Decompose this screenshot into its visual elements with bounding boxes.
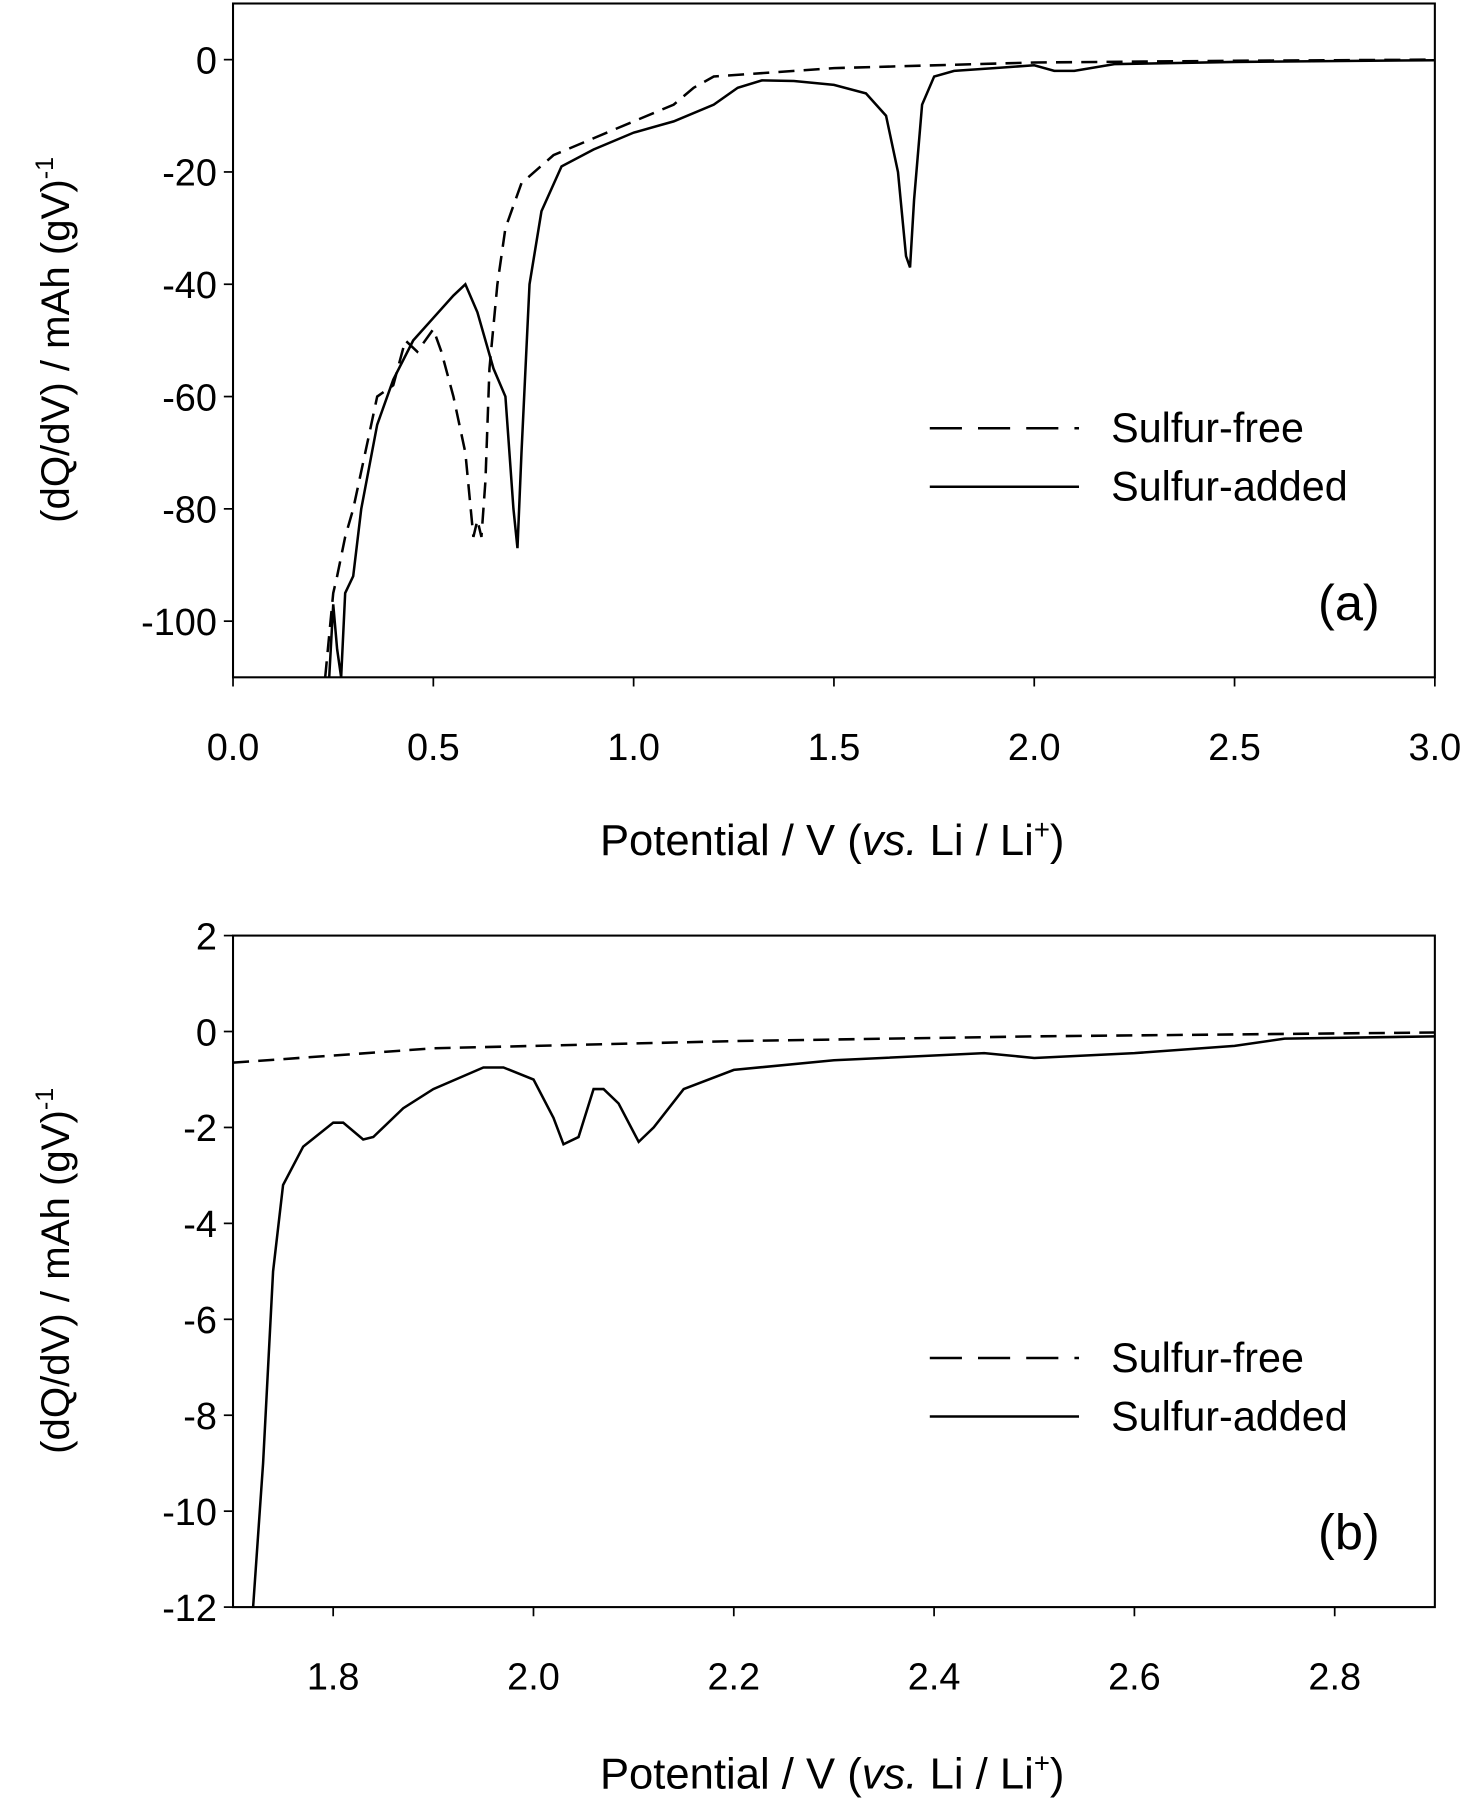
x-tick-label: 1.0 [607,727,660,769]
series-line [327,58,1435,678]
y-tick-label: -2 [183,1108,217,1150]
y-tick-label: -40 [162,265,217,307]
legend-label: Sulfur-added [1111,464,1348,510]
label-part: ) [1050,1750,1065,1798]
label-part: Potential / V ( [600,817,862,865]
y-tick-label: -100 [141,602,217,644]
x-tick-label: 0.5 [407,727,460,769]
y-tick-label: 0 [196,1012,217,1054]
label-part: Li / Li [917,1750,1033,1798]
label-part: (dQ/dV) / mAh (gV) [33,179,78,523]
y-tick-label: -8 [183,1396,217,1438]
label-part: -1 [31,1088,59,1110]
legend-label: Sulfur-free [1111,1335,1304,1381]
y-axis-label: (dQ/dV) / mAh (gV)-1 [31,1088,78,1454]
x-tick-label: 2.5 [1208,727,1261,769]
label-part: vs. [862,817,918,865]
x-axis-label: Potential / V (vs. Li / Li+) [600,814,1064,865]
x-tick-label: 2.2 [707,1657,760,1699]
x-tick-label: 3.0 [1409,727,1462,769]
series-line [233,1031,1435,1064]
x-tick-label: 2.6 [1108,1657,1161,1699]
y-tick-label: 0 [196,40,217,82]
label-part: Potential / V ( [600,1750,862,1798]
label-part: + [1034,1747,1050,1778]
y-tick-label: -10 [162,1492,217,1534]
y-tick-label: -4 [183,1204,217,1246]
label-part: -1 [31,157,59,179]
x-tick-label: 2.8 [1308,1657,1361,1699]
label-part: + [1034,814,1050,845]
y-axis-label: (dQ/dV) / mAh (gV)-1 [31,157,78,523]
y-tick-label: -20 [162,153,217,195]
label-part: ) [1050,817,1065,865]
x-tick-label: 1.8 [307,1657,360,1699]
series-line [323,58,1435,678]
x-tick-label: 2.0 [507,1657,560,1699]
panel-label: (b) [1318,1504,1380,1561]
x-tick-label: 1.5 [808,727,861,769]
y-tick-label: 2 [196,916,217,958]
label-part: (dQ/dV) / mAh (gV) [33,1110,78,1454]
plot-frame [231,2,1436,679]
x-tick-label: 2.0 [1008,727,1061,769]
label-part: vs. [862,1750,918,1798]
y-tick-label: -60 [162,377,217,419]
x-tick-label: 2.4 [908,1657,961,1699]
x-tick-label: 0.0 [207,727,260,769]
y-tick-label: -80 [162,490,217,532]
legend-label: Sulfur-added [1111,1393,1348,1439]
series-line [251,1035,1435,1608]
label-part: Li / Li [917,817,1033,865]
legend-label: Sulfur-free [1111,405,1304,451]
panel-label: (a) [1318,574,1380,631]
y-tick-label: -6 [183,1300,217,1342]
x-axis-label: Potential / V (vs. Li / Li+) [600,1747,1064,1798]
plot-frame [231,934,1436,1609]
y-tick-label: -12 [162,1588,217,1630]
